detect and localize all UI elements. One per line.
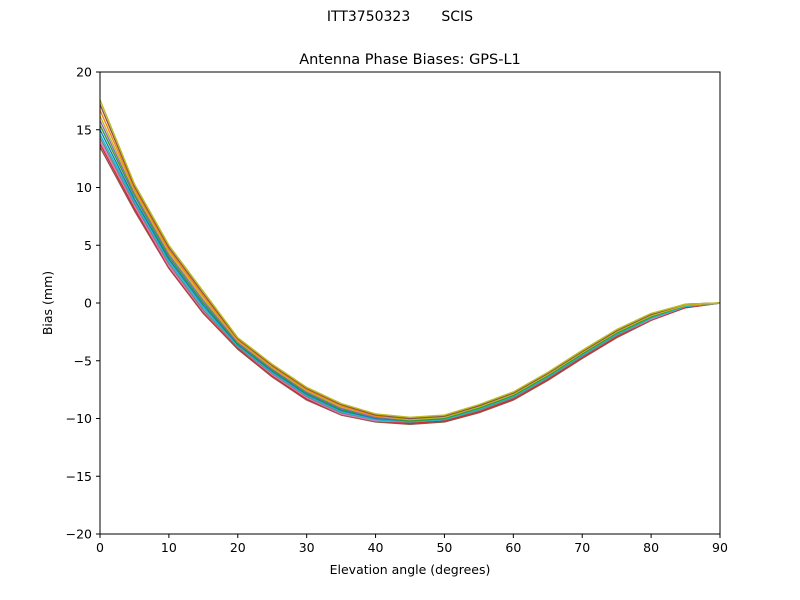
series-line-11 — [99, 104, 721, 420]
series-line-6 — [99, 129, 721, 422]
x-axis-label: Elevation angle (degrees) — [330, 562, 491, 577]
y-tick-label: 10 — [76, 180, 92, 195]
y-tick-label: 15 — [76, 122, 92, 137]
y-tick-label: −20 — [66, 527, 92, 542]
x-axis: 0 10 20 30 40 50 60 70 80 90 — [96, 534, 728, 555]
y-tick-label: −15 — [66, 469, 92, 484]
series-line-12 — [99, 99, 721, 419]
x-tick-label: 20 — [230, 540, 246, 555]
y-tick-label: 20 — [76, 65, 92, 80]
series-line-7 — [99, 124, 721, 422]
series-layer — [99, 99, 721, 425]
series-line-10 — [99, 109, 721, 420]
y-axis-label: Bias (mm) — [40, 271, 55, 335]
y-tick-label: 5 — [84, 238, 92, 253]
y-tick-label: −5 — [74, 353, 92, 368]
x-tick-label: 40 — [368, 540, 384, 555]
series-line-1 — [99, 146, 721, 425]
series-line-2 — [99, 143, 721, 424]
x-tick-label: 60 — [505, 540, 521, 555]
y-axis: −20 −15 −10 −5 0 5 10 15 20 — [66, 65, 100, 542]
x-tick-label: 80 — [643, 540, 659, 555]
y-tick-label: −10 — [66, 411, 92, 426]
series-line-5 — [99, 134, 721, 423]
chart-title: Antenna Phase Biases: GPS-L1 — [299, 52, 521, 68]
x-tick-label: 10 — [161, 540, 177, 555]
series-line-9 — [99, 115, 721, 421]
series-line-8 — [99, 120, 721, 421]
x-tick-label: 90 — [712, 540, 728, 555]
y-tick-label: 0 — [84, 296, 92, 311]
figure-suptitle: ITT3750323 SCIS — [326, 9, 474, 25]
x-tick-label: 30 — [299, 540, 315, 555]
x-tick-label: 50 — [436, 540, 452, 555]
plot-frame — [99, 71, 721, 535]
x-tick-label: 70 — [574, 540, 590, 555]
x-tick-label: 0 — [96, 540, 104, 555]
